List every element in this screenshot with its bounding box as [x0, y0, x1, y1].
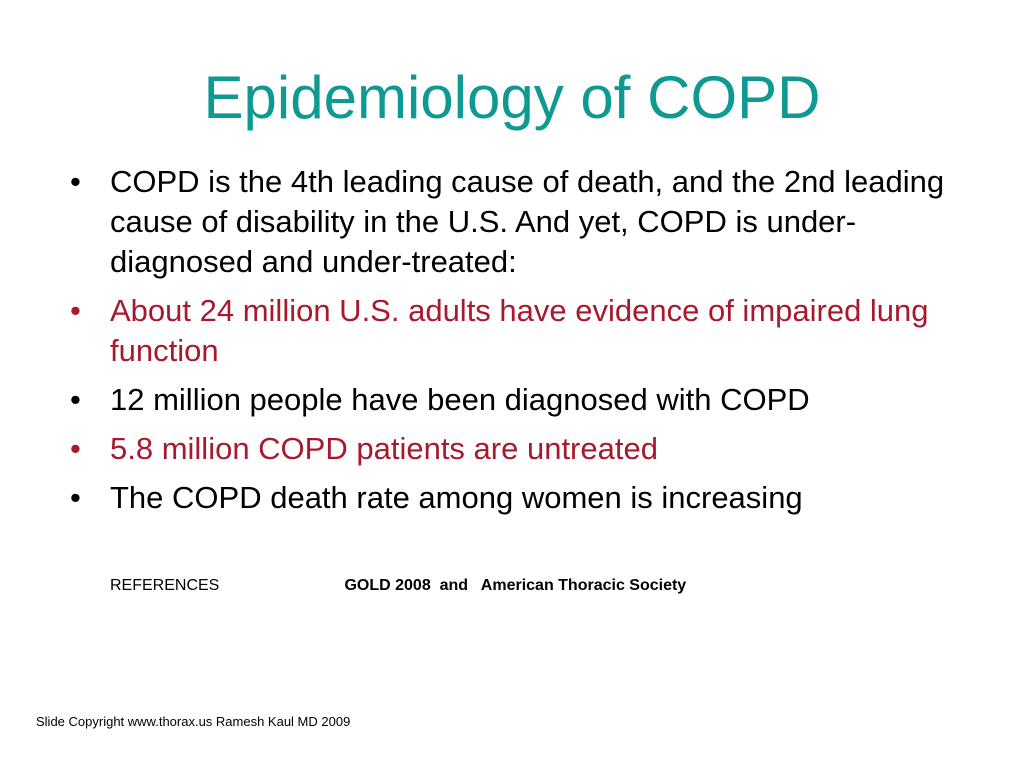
bullet-text: COPD is the 4th leading cause of death, … [110, 164, 945, 279]
bullet-text: The COPD death rate among women is incre… [110, 480, 803, 515]
slide-title: Epidemiology of COPD [203, 64, 821, 131]
bullet-dot: • [70, 164, 81, 199]
bullet-list: • COPD is the 4th leading cause of death… [70, 162, 970, 527]
bullet-dot: • [70, 382, 81, 417]
bullet-item-5: • The COPD death rate among women is inc… [70, 478, 970, 518]
bullet-text: About 24 million U.S. adults have eviden… [110, 293, 929, 368]
bullet-item-2: • About 24 million U.S. adults have evid… [70, 291, 970, 371]
bullet-dot: • [70, 293, 81, 328]
bullet-text: 5.8 million COPD patients are untreated [110, 431, 658, 466]
bullet-item-1: • COPD is the 4th leading cause of death… [70, 162, 970, 282]
references: REFERENCES GOLD 2008 and American Thorac… [110, 576, 910, 596]
bullet-text: 12 million people have been diagnosed wi… [110, 382, 810, 417]
bullet-item-3: • 12 million people have been diagnosed … [70, 380, 970, 420]
copyright-footer: Slide Copyright www.thorax.us Ramesh Kau… [36, 714, 351, 729]
references-sources: GOLD 2008 and American Thoracic Society [344, 577, 687, 594]
bullet-dot: • [70, 480, 81, 515]
bullet-dot: • [70, 431, 81, 466]
bullet-item-4: • 5.8 million COPD patients are untreate… [70, 429, 970, 469]
references-label: REFERENCES [110, 577, 220, 594]
